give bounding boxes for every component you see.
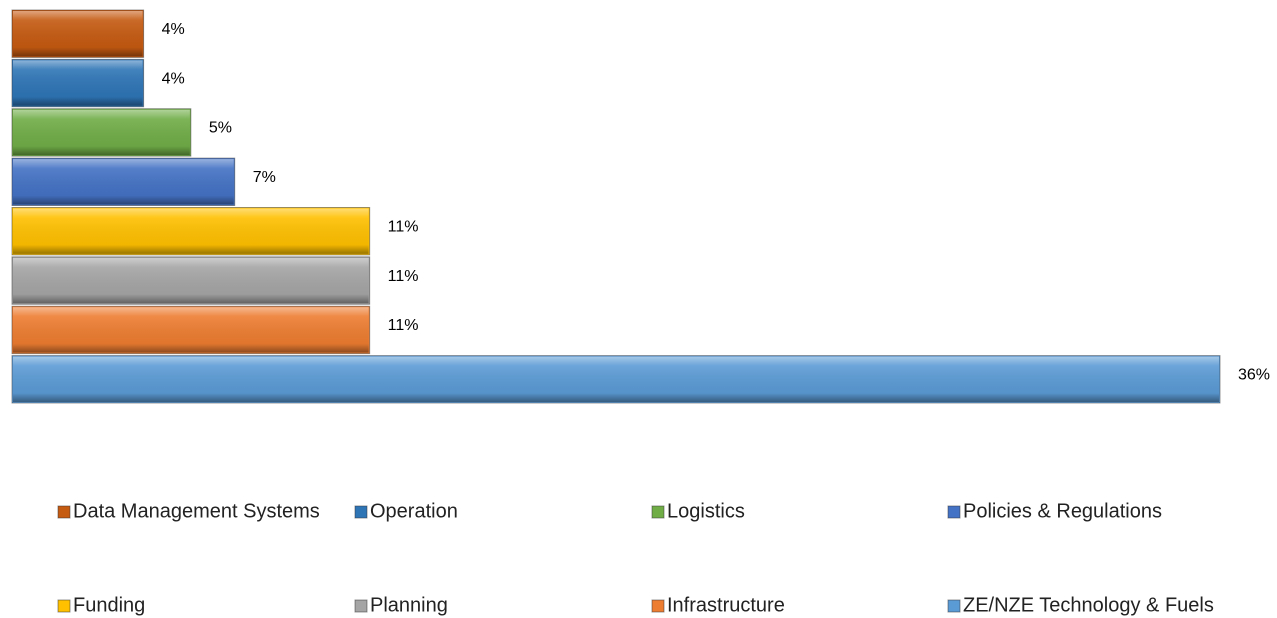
legend-label: Planning	[370, 594, 448, 616]
bar-bevel	[13, 257, 369, 304]
legend-swatch	[947, 599, 961, 613]
legend-label: Infrastructure	[667, 594, 785, 616]
legend-label: Funding	[73, 594, 145, 616]
bar-bevel	[13, 208, 369, 254]
legend-swatch	[947, 505, 961, 519]
legend-swatch	[57, 599, 71, 613]
data-label: 4%	[162, 70, 185, 87]
data-label: 7%	[253, 169, 276, 186]
bar-bevel	[13, 60, 143, 106]
legend-swatch	[354, 599, 368, 613]
legend-swatch	[651, 599, 665, 613]
data-label: 5%	[209, 120, 232, 137]
legend-swatch	[354, 505, 368, 519]
legend-label: Logistics	[667, 500, 745, 522]
bar-bevel	[13, 307, 369, 353]
data-label: 36%	[1238, 367, 1270, 384]
data-label: 4%	[162, 21, 185, 38]
data-label: 11%	[388, 317, 419, 334]
legend-label: Policies & Regulations	[963, 500, 1162, 522]
bar-bevel	[13, 109, 190, 156]
bar-bevel	[13, 159, 234, 205]
bar-bevel	[13, 356, 1219, 402]
data-label: 11%	[388, 268, 419, 285]
legend-label: ZE/NZE Technology & Fuels	[963, 594, 1214, 616]
legend-swatch	[57, 505, 71, 519]
bar-bevel	[13, 11, 143, 57]
legend-swatch	[651, 505, 665, 519]
legend-label: Operation	[370, 500, 458, 522]
data-label: 11%	[388, 218, 419, 235]
legend-label: Data Management Systems	[73, 500, 320, 522]
